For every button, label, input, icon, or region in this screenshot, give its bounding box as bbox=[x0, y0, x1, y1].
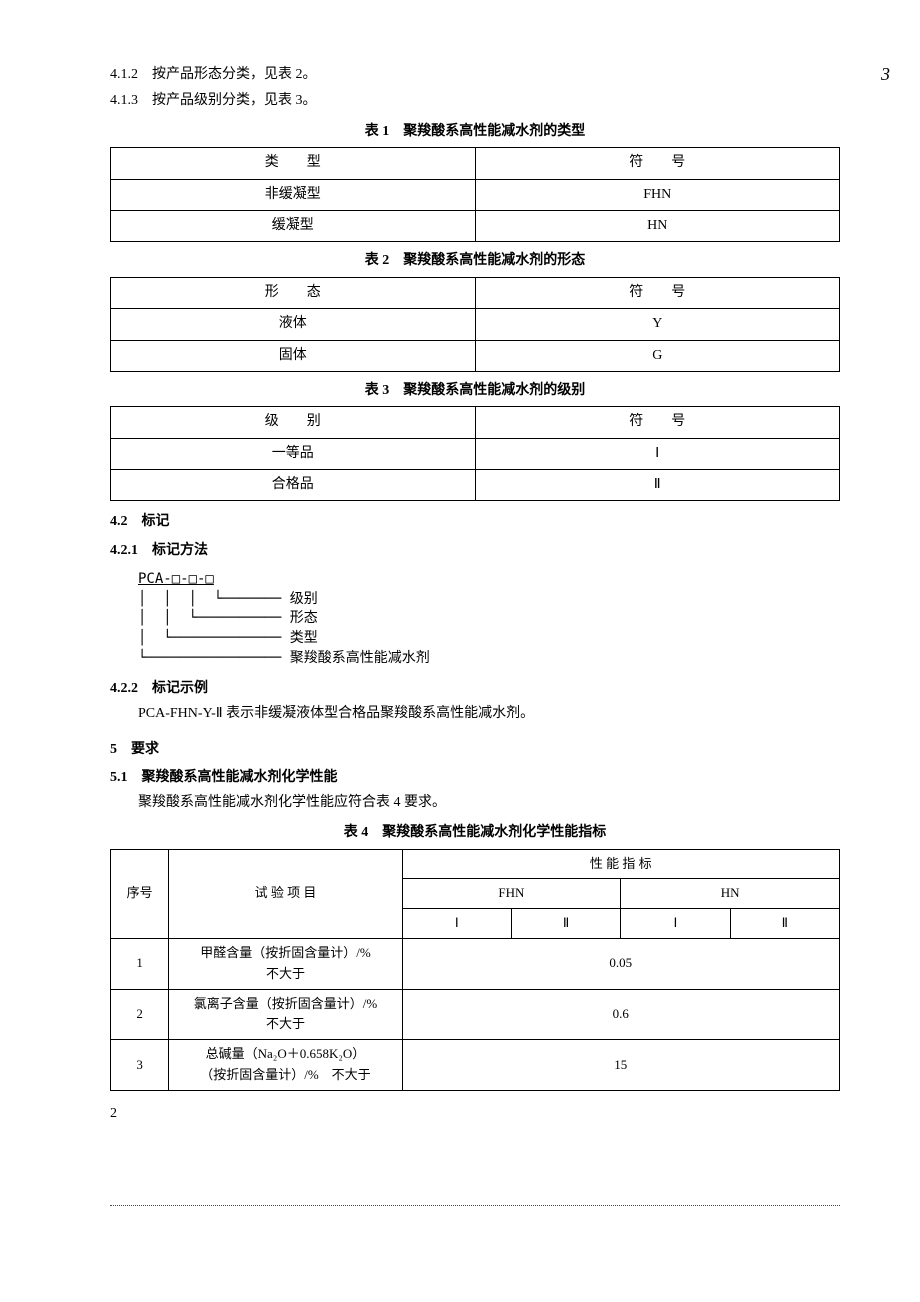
marking-scheme: PCA-□-□-□ │ │ │ └─────── 级别 │ │ └───────… bbox=[138, 570, 840, 668]
table4-seq: 3 bbox=[111, 1040, 169, 1091]
page-number-bottom: 2 bbox=[110, 1103, 840, 1125]
table3-cell: 一等品 bbox=[111, 438, 476, 469]
table4-value: 0.6 bbox=[402, 989, 839, 1040]
table4-col-fhn: FHN bbox=[402, 879, 621, 909]
table4-item: 总碱量（Na₂O＋0.658K₂O） （按折固含量计）/% 不大于 bbox=[169, 1040, 402, 1091]
footer-dotted-line bbox=[110, 1205, 840, 1206]
table3-cell: Ⅰ bbox=[475, 438, 840, 469]
table1: 类 型 符 号 非缓凝型 FHN 缓凝型 HN bbox=[110, 147, 840, 242]
scheme-code: PCA-□-□-□ bbox=[138, 571, 214, 587]
section-4-2: 4.2 标记 bbox=[110, 511, 840, 533]
table4-item: 氯离子含量（按折固含量计）/% 不大于 bbox=[169, 989, 402, 1040]
table4-col-item: 试 验 项 目 bbox=[169, 849, 402, 938]
marking-example: PCA-FHN-Y-Ⅱ 表示非缓凝液体型合格品聚羧酸系高性能减水剂。 bbox=[138, 703, 840, 725]
table2-cell: 固体 bbox=[111, 340, 476, 371]
page-number-top: 3 bbox=[881, 60, 890, 89]
table2-header-form: 形 态 bbox=[111, 277, 476, 308]
table2-caption: 表 2 聚羧酸系高性能减水剂的形态 bbox=[110, 250, 840, 272]
table1-header-symbol: 符 号 bbox=[475, 148, 840, 179]
section-4-2-1: 4.2.1 标记方法 bbox=[110, 540, 840, 562]
table4-col-hn: HN bbox=[621, 879, 840, 909]
table2-header-symbol: 符 号 bbox=[475, 277, 840, 308]
table3-caption: 表 3 聚羧酸系高性能减水剂的级别 bbox=[110, 380, 840, 402]
table1-caption: 表 1 聚羧酸系高性能减水剂的类型 bbox=[110, 121, 840, 143]
table3-header-symbol: 符 号 bbox=[475, 407, 840, 438]
table4-grade: Ⅱ bbox=[511, 909, 620, 939]
table3: 级 别 符 号 一等品 Ⅰ 合格品 Ⅱ bbox=[110, 406, 840, 501]
scheme-line: │ └───────────── 类型 bbox=[138, 630, 318, 646]
table4-caption: 表 4 聚羧酸系高性能减水剂化学性能指标 bbox=[110, 822, 840, 844]
table1-cell: 缓凝型 bbox=[111, 210, 476, 241]
table4-item: 甲醛含量（按折固含量计）/% 不大于 bbox=[169, 938, 402, 989]
section-4-1-3: 4.1.3 按产品级别分类，见表 3。 bbox=[110, 90, 840, 112]
table2-cell: 液体 bbox=[111, 309, 476, 340]
section-4-1-2: 4.1.2 按产品形态分类，见表 2。 bbox=[110, 64, 840, 86]
table3-header-grade: 级 别 bbox=[111, 407, 476, 438]
table3-cell: Ⅱ bbox=[475, 470, 840, 501]
section-5-1: 5.1 聚羧酸系高性能减水剂化学性能 bbox=[110, 767, 840, 789]
table1-cell: 非缓凝型 bbox=[111, 179, 476, 210]
table4-grade: Ⅱ bbox=[730, 909, 839, 939]
table4: 序号 试 验 项 目 性 能 指 标 FHN HN Ⅰ Ⅱ Ⅰ Ⅱ 1 甲醛含量… bbox=[110, 849, 840, 1091]
scheme-line: └──────────────── 聚羧酸系高性能减水剂 bbox=[138, 650, 430, 666]
table2-cell: Y bbox=[475, 309, 840, 340]
table4-grade: Ⅰ bbox=[621, 909, 730, 939]
table4-value: 0.05 bbox=[402, 938, 839, 989]
section-5-1-text: 聚羧酸系高性能减水剂化学性能应符合表 4 要求。 bbox=[138, 792, 840, 814]
table4-col-perf: 性 能 指 标 bbox=[402, 849, 839, 879]
section-5: 5 要求 bbox=[110, 739, 840, 761]
table2-cell: G bbox=[475, 340, 840, 371]
table1-cell: HN bbox=[475, 210, 840, 241]
table4-grade: Ⅰ bbox=[402, 909, 511, 939]
scheme-line: │ │ └────────── 形态 bbox=[138, 610, 318, 626]
table4-value: 15 bbox=[402, 1040, 839, 1091]
scheme-line: │ │ │ └─────── 级别 bbox=[138, 591, 318, 607]
table2: 形 态 符 号 液体 Y 固体 G bbox=[110, 277, 840, 372]
section-4-2-2: 4.2.2 标记示例 bbox=[110, 678, 840, 700]
table3-cell: 合格品 bbox=[111, 470, 476, 501]
table4-seq: 2 bbox=[111, 989, 169, 1040]
table1-cell: FHN bbox=[475, 179, 840, 210]
table1-header-type: 类 型 bbox=[111, 148, 476, 179]
table4-seq: 1 bbox=[111, 938, 169, 989]
table4-col-seq: 序号 bbox=[111, 849, 169, 938]
